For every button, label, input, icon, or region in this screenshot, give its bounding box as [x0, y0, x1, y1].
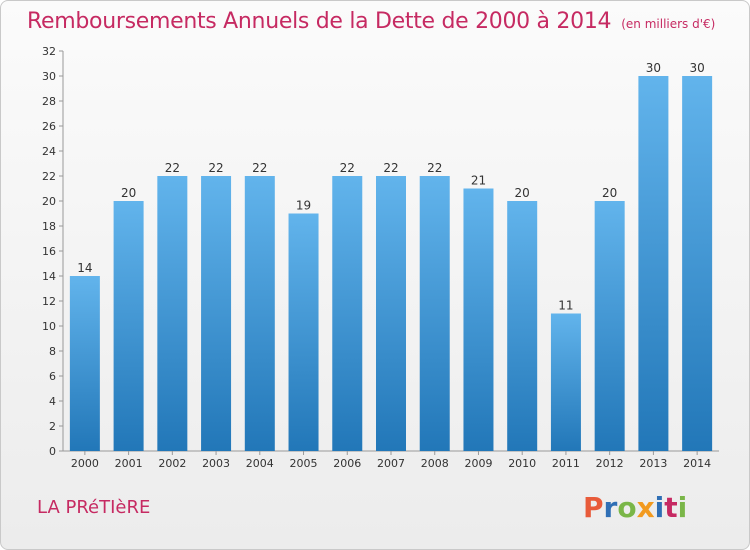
bar	[157, 176, 188, 451]
bar-value-label: 20	[121, 186, 136, 200]
y-tick-label: 8	[49, 345, 56, 358]
logo-letter: r	[603, 491, 618, 524]
y-tick-label: 16	[42, 245, 56, 258]
bar	[288, 213, 319, 451]
bar	[463, 188, 494, 451]
y-tick-label: 20	[42, 195, 56, 208]
bar	[638, 76, 669, 451]
bar-value-label: 11	[558, 299, 573, 313]
bar	[244, 176, 275, 451]
logo-letter: t	[664, 491, 678, 524]
chart-title-text: Remboursements Annuels de la Dette de 20…	[27, 9, 612, 34]
bar	[594, 201, 625, 451]
chart-title: Remboursements Annuels de la Dette de 20…	[27, 9, 715, 34]
bar-value-label: 20	[515, 186, 530, 200]
x-tick-label: 2005	[290, 457, 318, 470]
x-tick-label: 2009	[464, 457, 492, 470]
y-tick-label: 14	[42, 270, 56, 283]
bar-value-label: 20	[602, 186, 617, 200]
y-tick-label: 6	[49, 370, 56, 383]
bar-value-label: 30	[689, 61, 704, 75]
bar-value-label: 22	[208, 161, 223, 175]
bar-value-label: 22	[165, 161, 180, 175]
x-tick-label: 2004	[246, 457, 274, 470]
x-tick-label: 2007	[377, 457, 405, 470]
chart-subtitle: (en milliers d'€)	[621, 17, 716, 31]
x-tick-label: 2010	[508, 457, 536, 470]
y-tick-label: 22	[42, 170, 56, 183]
town-name: LA PRéTIèRE	[37, 497, 151, 518]
bar-value-label: 14	[77, 261, 92, 275]
bar-value-label: 19	[296, 199, 311, 213]
bar-value-label: 22	[383, 161, 398, 175]
bar-value-label: 22	[427, 161, 442, 175]
bar	[332, 176, 363, 451]
y-tick-label: 12	[42, 295, 56, 308]
x-tick-label: 2011	[552, 457, 580, 470]
bar-value-label: 30	[646, 61, 661, 75]
logo-letter: P	[583, 491, 604, 524]
bar	[419, 176, 450, 451]
logo-letter: i	[677, 491, 688, 524]
bar	[376, 176, 406, 451]
y-tick-label: 28	[42, 95, 56, 108]
y-tick-label: 4	[49, 395, 56, 408]
y-tick-label: 32	[42, 45, 56, 58]
y-tick-label: 2	[49, 420, 56, 433]
x-tick-label: 2006	[333, 457, 361, 470]
y-tick-label: 26	[42, 120, 56, 133]
y-tick-label: 18	[42, 220, 56, 233]
x-tick-label: 2008	[421, 457, 449, 470]
proxiti-logo: Proxiti	[583, 491, 687, 524]
bar	[201, 176, 232, 451]
logo-letter: o	[617, 491, 637, 524]
y-tick-label: 30	[42, 70, 56, 83]
bar-value-label: 22	[252, 161, 267, 175]
bar	[507, 201, 538, 451]
y-tick-label: 0	[49, 445, 56, 458]
x-tick-label: 2014	[683, 457, 711, 470]
bar-value-label: 22	[340, 161, 355, 175]
bar	[550, 313, 581, 451]
bar	[682, 76, 713, 451]
bar	[69, 276, 100, 451]
x-tick-label: 2013	[639, 457, 667, 470]
x-tick-label: 2003	[202, 457, 230, 470]
x-tick-label: 2000	[71, 457, 99, 470]
bar-value-label: 21	[471, 174, 486, 188]
logo-letter: x	[636, 491, 655, 524]
bar	[113, 201, 144, 451]
y-tick-label: 24	[42, 145, 56, 158]
x-tick-label: 2002	[158, 457, 186, 470]
x-tick-label: 2012	[596, 457, 624, 470]
logo-letter: i	[654, 491, 665, 524]
y-tick-label: 10	[42, 320, 56, 333]
x-tick-label: 2001	[115, 457, 143, 470]
